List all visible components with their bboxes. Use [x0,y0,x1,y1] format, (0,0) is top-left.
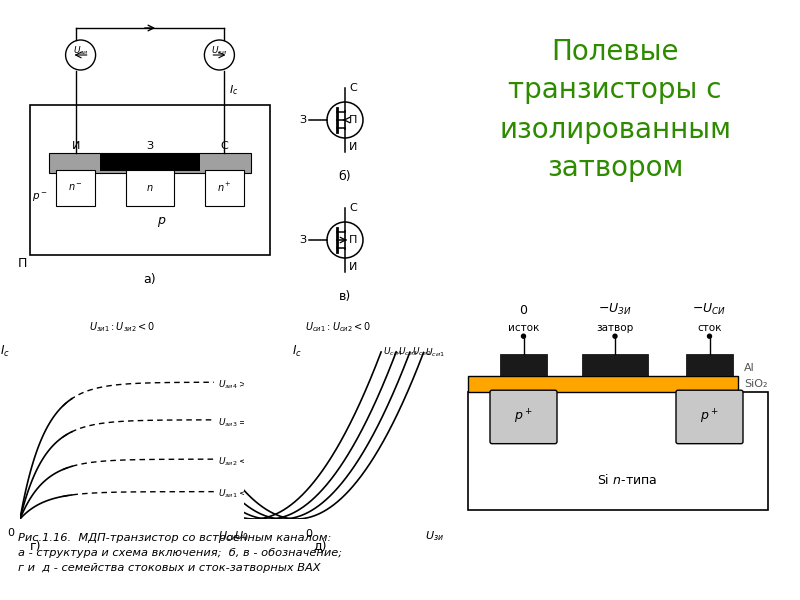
Circle shape [707,334,711,338]
Circle shape [613,334,617,338]
Text: $n$: $n$ [146,182,154,193]
Text: $p^-$: $p^-$ [32,191,47,205]
Bar [500,354,547,376]
Text: 0: 0 [519,304,527,317]
Bar [99,154,200,171]
Text: З: З [299,235,306,245]
Bar [582,354,648,376]
Text: SiO₂: SiO₂ [744,379,767,389]
Text: Полевые
транзисторы с
изолированным
затвором: Полевые транзисторы с изолированным затв… [499,37,731,182]
Text: $p$: $p$ [158,215,166,229]
Text: $p^+$: $p^+$ [514,408,533,426]
Text: г и  д - семейства стоковых и сток-затворных ВАХ: г и д - семейства стоковых и сток-затвор… [18,563,321,573]
Text: $-U_{ЗИ}$: $-U_{ЗИ}$ [598,302,632,317]
Text: П: П [18,257,27,270]
Text: $p^+$: $p^+$ [700,408,719,426]
Text: затвор: затвор [596,323,634,333]
Text: П: П [349,235,358,245]
Text: П: П [349,115,358,125]
Text: $U_{си2}$: $U_{си2}$ [412,346,431,358]
Text: Si: Si [598,474,609,487]
Bar [50,153,251,173]
Text: $U_{си1}$: $U_{си1}$ [426,346,445,359]
Bar [56,170,94,206]
Text: $U_{си1}:U_{си2}<0$: $U_{си1}:U_{си2}<0$ [305,320,371,334]
Text: $n^+$: $n^+$ [217,181,232,194]
Text: С: С [221,141,228,151]
FancyBboxPatch shape [490,390,557,443]
Text: $U_{си4}$: $U_{си4}$ [383,346,402,358]
Bar [468,376,738,392]
Text: $U_{зи2}<0$: $U_{зи2}<0$ [218,455,254,468]
Text: З: З [299,115,306,125]
Text: 0: 0 [306,529,313,539]
Text: исток: исток [508,323,539,333]
Bar [30,105,270,255]
Text: $U_{си}$: $U_{си}$ [211,45,227,57]
Text: $U_0$: $U_0$ [234,529,249,543]
Text: $U_{зи1}<0$: $U_{зи1}<0$ [218,488,254,500]
Text: г): г) [30,539,42,553]
Bar [468,392,768,510]
Text: $U_{зи3}=0$: $U_{зи3}=0$ [218,416,254,428]
FancyBboxPatch shape [676,390,743,443]
Text: И: И [349,142,358,152]
Text: $I_c$: $I_c$ [230,83,239,97]
Text: $U_{зи}$: $U_{зи}$ [73,45,89,57]
Text: $U_{си}$: $U_{си}$ [218,529,238,543]
Text: в): в) [339,290,351,303]
Text: сток: сток [698,323,722,333]
Text: $U_{зи}$: $U_{зи}$ [425,529,444,543]
Text: 0: 0 [7,527,14,538]
Bar [126,170,174,206]
Text: З: З [146,141,154,151]
Text: $n^-$: $n^-$ [68,182,83,193]
Text: $U_{зи4}>C$: $U_{зи4}>C$ [218,379,255,391]
Text: С: С [349,203,357,213]
Text: $-U_{СИ}$: $-U_{СИ}$ [693,302,726,317]
Bar [205,170,243,206]
Text: $U_{зи1}:U_{зи2}<0$: $U_{зи1}:U_{зи2}<0$ [89,320,155,334]
Text: Рис.1.16.  МДП-транзистор со встроенным каналом:: Рис.1.16. МДП-транзистор со встроенным к… [18,533,331,543]
Text: $U_{си3}$: $U_{си3}$ [398,346,418,358]
Text: д): д) [313,539,326,553]
Text: $I_c$: $I_c$ [292,344,302,359]
Text: Al: Al [744,363,754,373]
Text: И: И [71,141,80,151]
Text: а - структура и схема включения;  б, в - обозначение;: а - структура и схема включения; б, в - … [18,548,342,558]
Circle shape [522,334,526,338]
Text: б): б) [338,170,351,183]
Text: С: С [349,83,357,93]
Text: а): а) [144,273,156,286]
Bar [686,354,733,376]
Text: И: И [349,262,358,272]
Text: $I_c$: $I_c$ [0,344,10,359]
Text: $n$-типа: $n$-типа [609,474,658,487]
